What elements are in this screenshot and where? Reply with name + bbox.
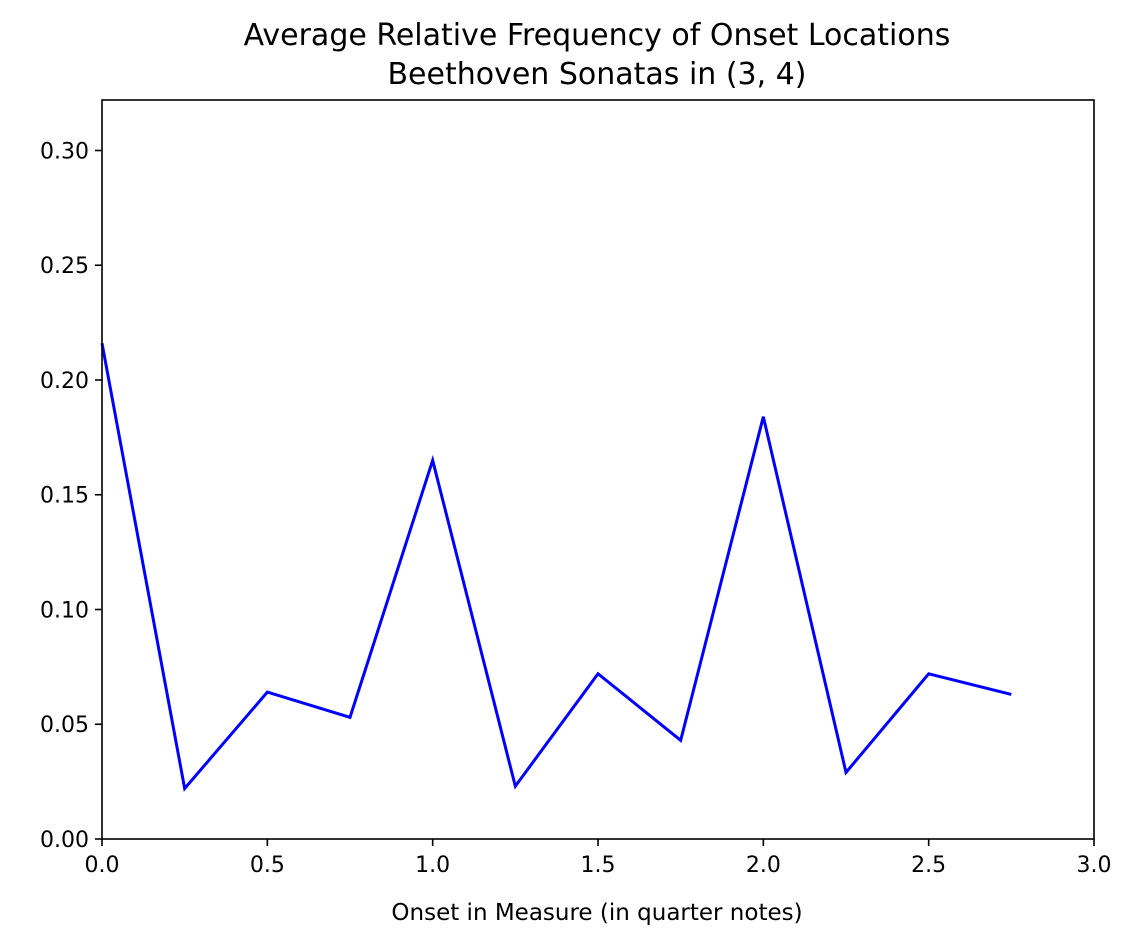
x-tick-label: 1.5 [581,853,616,878]
y-tick-label: 0.05 [40,713,89,738]
plot-area: 0.0 0.5 1.0 1.5 2.0 2.5 3.0 0.00 0.05 0.10 0.15 0.2… [40,99,1112,878]
y-tick-label: 0.20 [40,369,89,394]
x-tick-label: 3.0 [1077,853,1112,878]
x-tick-label: 1.0 [415,853,450,878]
x-tick-label: 2.0 [746,853,781,878]
y-tick-label: 0.10 [40,598,89,623]
x-axis-label: Onset in Measure (in quarter notes) [391,900,802,926]
y-tick-label: 0.25 [40,254,89,279]
y-tick-label: 0.15 [40,484,89,509]
y-tick-label: 0.00 [40,828,89,853]
series-line-1 [100,342,1012,792]
x-tick-label: 0.5 [250,853,285,878]
chart-title-line-2: Beethoven Sonatas in (3, 4) [387,57,806,92]
x-tick-label: 2.5 [911,853,946,878]
chart-title-line-1: Average Relative Frequency of Onset Loca… [244,18,951,53]
x-tick-label: 0.0 [85,853,120,878]
y-tick-label: 0.30 [40,139,89,164]
plot-frame [101,99,1095,840]
